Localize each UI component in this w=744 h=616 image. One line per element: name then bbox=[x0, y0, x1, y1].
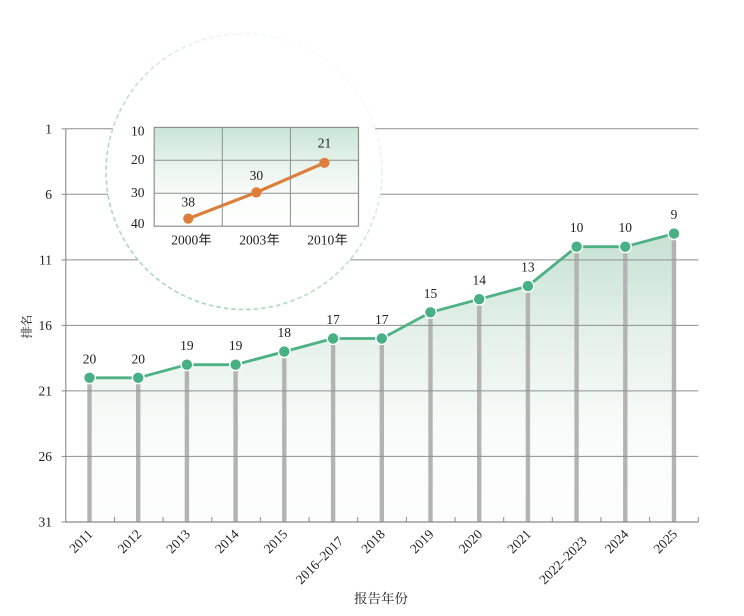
svg-text:21: 21 bbox=[318, 136, 332, 151]
svg-text:2018: 2018 bbox=[358, 526, 388, 556]
svg-text:2024: 2024 bbox=[602, 526, 632, 556]
svg-text:2011: 2011 bbox=[66, 527, 95, 556]
svg-text:17: 17 bbox=[326, 312, 340, 327]
svg-text:2019: 2019 bbox=[407, 526, 437, 556]
svg-text:30: 30 bbox=[131, 185, 145, 200]
svg-text:19: 19 bbox=[229, 338, 243, 353]
svg-text:1: 1 bbox=[45, 121, 52, 136]
svg-text:2016–2017: 2016–2017 bbox=[293, 533, 347, 587]
svg-text:11: 11 bbox=[39, 253, 52, 268]
svg-text:30: 30 bbox=[250, 168, 264, 183]
svg-text:2020: 2020 bbox=[456, 526, 486, 556]
svg-text:31: 31 bbox=[39, 515, 53, 530]
svg-text:10: 10 bbox=[570, 220, 584, 235]
svg-text:17: 17 bbox=[375, 312, 389, 327]
svg-text:20: 20 bbox=[83, 351, 97, 366]
svg-text:19: 19 bbox=[180, 338, 194, 353]
svg-text:6: 6 bbox=[45, 187, 52, 202]
svg-text:2003: 2003 bbox=[239, 232, 266, 247]
svg-text:20: 20 bbox=[131, 152, 145, 167]
svg-text:40: 40 bbox=[131, 216, 145, 231]
svg-text:38: 38 bbox=[182, 194, 196, 209]
svg-text:26: 26 bbox=[39, 449, 53, 464]
svg-text:9: 9 bbox=[671, 207, 678, 222]
svg-text:2013: 2013 bbox=[163, 526, 193, 556]
svg-text:10: 10 bbox=[131, 124, 145, 139]
svg-text:15: 15 bbox=[424, 286, 438, 301]
svg-text:2012: 2012 bbox=[115, 527, 145, 557]
svg-text:21: 21 bbox=[39, 384, 53, 399]
svg-text:14: 14 bbox=[472, 273, 486, 288]
svg-text:2010: 2010 bbox=[307, 232, 334, 247]
svg-text:2022–2023: 2022–2023 bbox=[536, 533, 590, 587]
svg-text:18: 18 bbox=[278, 325, 292, 340]
svg-text:16: 16 bbox=[39, 318, 53, 333]
svg-text:2025: 2025 bbox=[650, 526, 680, 556]
svg-text:2015: 2015 bbox=[261, 526, 291, 556]
svg-text:2021: 2021 bbox=[504, 527, 534, 557]
svg-text:2014: 2014 bbox=[212, 526, 242, 556]
svg-text:13: 13 bbox=[521, 260, 535, 275]
svg-text:20: 20 bbox=[131, 351, 145, 366]
svg-text:10: 10 bbox=[619, 220, 633, 235]
svg-text:2000: 2000 bbox=[171, 232, 198, 247]
